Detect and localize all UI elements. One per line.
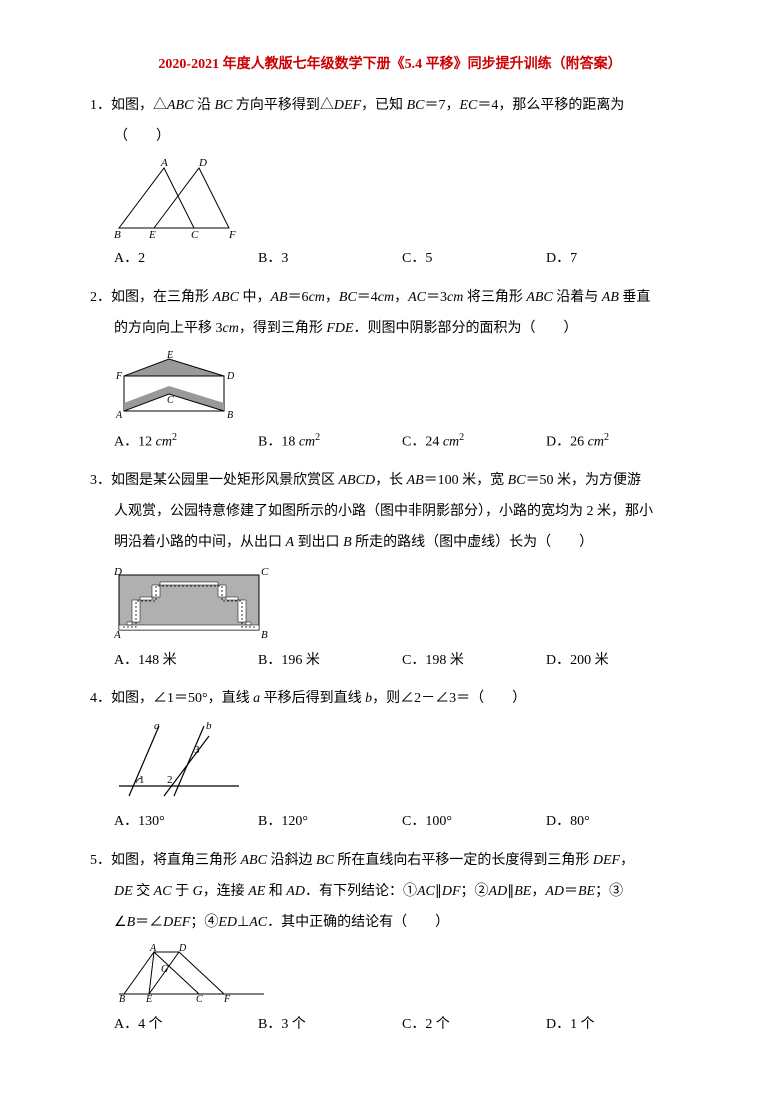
q2-text: 2．如图，在三角形 ABC 中，AB＝6cm，BC＝4cm，AC＝3cm 将三角… xyxy=(90,283,690,314)
svg-text:C: C xyxy=(191,229,199,238)
q4-options: A．130° B．120° C．100° D．80° xyxy=(90,807,690,838)
svg-text:A: A xyxy=(160,158,168,169)
q3-line2: 人观赏，公园特意修建了如图所示的小路（图中非阴影部分），小路的宽均为 2 米，那… xyxy=(90,497,690,528)
q5-options: A．4 个 B．3 个 C．2 个 D．1 个 xyxy=(90,1010,690,1041)
q5-opt-b: B．3 个 xyxy=(258,1010,402,1041)
question-1: 1．如图，△ABC 沿 BC 方向平移得到△DEF，已知 BC＝7，EC＝4，那… xyxy=(90,91,690,275)
svg-text:A: A xyxy=(114,629,121,640)
q3-opt-a: A．148 米 xyxy=(114,646,258,677)
page-title: 2020-2021 年度人教版七年级数学下册《5.4 平移》同步提升训练（附答案… xyxy=(90,50,690,81)
q1-opt-a: A．2 xyxy=(114,244,258,275)
q4-num: 4 xyxy=(90,691,97,706)
svg-text:D: D xyxy=(178,944,187,954)
svg-text:B: B xyxy=(119,994,125,1004)
svg-text:D: D xyxy=(198,158,207,169)
q2-line2: 的方向向上平移 3cm，得到三角形 FDE．则图中阴影部分的面积为（ ） xyxy=(90,314,690,345)
q1-num: 1 xyxy=(90,98,97,113)
q4-opt-c: C．100° xyxy=(402,807,546,838)
q2-num: 2 xyxy=(90,290,97,305)
q2-opt-b: B．18 cm2 xyxy=(258,427,402,458)
svg-text:C: C xyxy=(261,566,269,578)
q3-opt-b: B．196 米 xyxy=(258,646,402,677)
q5-line2: DE 交 AC 于 G，连接 AE 和 AD．有下列结论：①AC∥DF；②AD∥… xyxy=(90,877,690,908)
q2-opt-a: A．12 cm2 xyxy=(114,427,258,458)
q2-opt-c: C．24 cm2 xyxy=(402,427,546,458)
svg-text:E: E xyxy=(148,229,156,238)
figure-4: a b 1 2 3 xyxy=(90,721,690,801)
figure-2: E F D C A B xyxy=(90,351,690,421)
svg-text:G: G xyxy=(161,964,168,975)
svg-text:A: A xyxy=(115,410,123,421)
svg-text:2: 2 xyxy=(167,774,173,786)
q1-opt-d: D．7 xyxy=(546,244,690,275)
figure-3: D C A B xyxy=(90,565,690,640)
q1-opt-b: B．3 xyxy=(258,244,402,275)
q1-opt-c: C．5 xyxy=(402,244,546,275)
svg-text:B: B xyxy=(227,410,233,421)
q4-opt-d: D．80° xyxy=(546,807,690,838)
q1-text: 1．如图，△ABC 沿 BC 方向平移得到△DEF，已知 BC＝7，EC＝4，那… xyxy=(90,91,690,122)
svg-text:1: 1 xyxy=(139,774,145,786)
q5-line3: ∠B＝∠DEF；④ED⊥AC．其中正确的结论有（ ） xyxy=(90,908,690,939)
svg-text:E: E xyxy=(166,351,173,361)
svg-text:B: B xyxy=(261,629,268,640)
svg-text:3: 3 xyxy=(194,744,200,756)
q4-opt-b: B．120° xyxy=(258,807,402,838)
svg-text:C: C xyxy=(167,395,174,406)
question-4: 4．如图，∠1＝50°，直线 a 平移后得到直线 b，则∠2－∠3＝（ ） a … xyxy=(90,684,690,838)
svg-text:a: a xyxy=(154,721,160,732)
question-5: 5．如图，将直角三角形 ABC 沿斜边 BC 所在直线向右平移一定的长度得到三角… xyxy=(90,846,690,1041)
svg-text:D: D xyxy=(226,371,235,382)
q2-opt-d: D．26 cm2 xyxy=(546,427,690,458)
q5-opt-d: D．1 个 xyxy=(546,1010,690,1041)
q5-opt-a: A．4 个 xyxy=(114,1010,258,1041)
svg-text:D: D xyxy=(114,566,122,578)
q3-opt-d: D．200 米 xyxy=(546,646,690,677)
q3-line3: 明沿着小路的中间，从出口 A 到出口 B 所走的路线（图中虚线）长为（ ） xyxy=(90,528,690,559)
q4-text: 4．如图，∠1＝50°，直线 a 平移后得到直线 b，则∠2－∠3＝（ ） xyxy=(90,684,690,715)
svg-text:A: A xyxy=(149,944,157,954)
svg-text:B: B xyxy=(114,229,121,238)
q1-options: A．2 B．3 C．5 D．7 xyxy=(90,244,690,275)
svg-text:E: E xyxy=(145,994,152,1004)
figure-5: A D G B E C F xyxy=(90,944,690,1004)
svg-text:F: F xyxy=(228,229,236,238)
svg-text:F: F xyxy=(115,371,123,382)
svg-text:C: C xyxy=(196,994,203,1004)
figure-1: A D B E C F xyxy=(90,158,690,238)
question-2: 2．如图，在三角形 ABC 中，AB＝6cm，BC＝4cm，AC＝3cm 将三角… xyxy=(90,283,690,458)
q3-opt-c: C．198 米 xyxy=(402,646,546,677)
svg-text:F: F xyxy=(223,994,231,1004)
question-3: 3．如图是某公园里一处矩形风景欣赏区 ABCD，长 AB＝100 米，宽 BC＝… xyxy=(90,466,690,676)
q3-num: 3 xyxy=(90,473,97,488)
q5-num: 5 xyxy=(90,853,97,868)
q5-text: 5．如图，将直角三角形 ABC 沿斜边 BC 所在直线向右平移一定的长度得到三角… xyxy=(90,846,690,877)
q4-opt-a: A．130° xyxy=(114,807,258,838)
q5-opt-c: C．2 个 xyxy=(402,1010,546,1041)
q3-text: 3．如图是某公园里一处矩形风景欣赏区 ABCD，长 AB＝100 米，宽 BC＝… xyxy=(90,466,690,497)
svg-text:b: b xyxy=(206,721,212,732)
q1-paren: （ ） xyxy=(90,122,690,153)
q2-options: A．12 cm2 B．18 cm2 C．24 cm2 D．26 cm2 xyxy=(90,427,690,458)
q3-options: A．148 米 B．196 米 C．198 米 D．200 米 xyxy=(90,646,690,677)
